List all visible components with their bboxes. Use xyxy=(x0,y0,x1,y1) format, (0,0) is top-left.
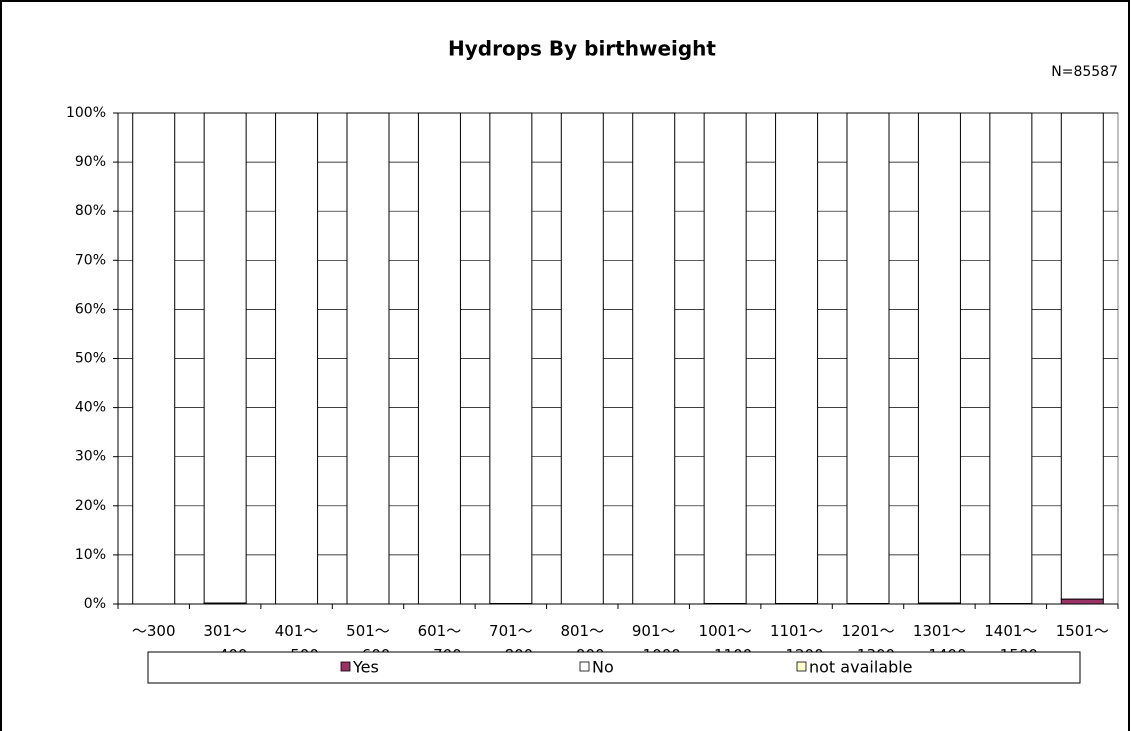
bar-segment xyxy=(775,112,819,605)
x-tick-label-line: 901～ xyxy=(632,622,676,640)
y-tick-label: 50% xyxy=(75,351,106,367)
x-tick-label-line: 1001～ xyxy=(699,622,752,640)
bar-segment xyxy=(203,112,247,604)
x-tick-label-line: 1201～ xyxy=(841,622,894,640)
y-tick-label: 30% xyxy=(75,449,106,465)
bar-segment xyxy=(1060,112,1104,600)
y-tick-label: 100% xyxy=(66,105,106,121)
legend-swatch xyxy=(579,661,590,672)
bar-segment xyxy=(417,112,461,605)
chart-title: Hydrops By birthweight xyxy=(448,37,716,61)
bar-segment xyxy=(275,112,319,605)
legend-box xyxy=(147,651,1081,684)
bar-segment xyxy=(846,112,890,605)
y-tick-label: 70% xyxy=(75,252,106,268)
y-tick-label: 80% xyxy=(75,203,106,219)
y-tick-label: 0% xyxy=(84,596,106,612)
x-tick-label-line: 1301～ xyxy=(913,622,966,640)
legend-swatch xyxy=(796,661,807,672)
bar-segment xyxy=(489,112,533,605)
bar-segment xyxy=(989,112,1033,605)
x-tick-label-line: 601～ xyxy=(418,622,462,640)
y-tick-label: 40% xyxy=(75,400,106,416)
x-tick-label-line: 501～ xyxy=(346,622,390,640)
bar-segment xyxy=(917,112,961,604)
legend-label: Yes xyxy=(352,658,379,677)
y-tick-label: 20% xyxy=(75,498,106,514)
bar-segment xyxy=(560,112,604,605)
y-tick-label: 90% xyxy=(75,154,106,170)
legend-label: No xyxy=(592,658,614,677)
x-tick-label-line: ～300 xyxy=(132,622,176,640)
x-tick-label: 1501～ xyxy=(1056,622,1109,640)
x-tick-label-line: 301～ xyxy=(203,622,247,640)
x-tick-label: ～300 xyxy=(132,622,176,640)
legend-label: not available xyxy=(809,658,913,677)
bar-segment xyxy=(132,112,176,605)
bar-segment xyxy=(703,112,747,605)
x-tick-label-line: 1501～ xyxy=(1056,622,1109,640)
x-tick-label-line: 1401～ xyxy=(984,622,1037,640)
note: N=85587 xyxy=(1051,64,1118,80)
x-tick-label-line: 401～ xyxy=(275,622,319,640)
y-tick-label: 10% xyxy=(75,547,106,563)
legend-swatch xyxy=(340,661,351,672)
x-tick-label-line: 801～ xyxy=(560,622,604,640)
y-tick-label: 60% xyxy=(75,301,106,317)
x-tick-label-line: 701～ xyxy=(489,622,533,640)
x-tick-label-line: 1101～ xyxy=(770,622,823,640)
bar-segment xyxy=(346,112,390,605)
bar-segment xyxy=(1060,598,1104,605)
bar-segment xyxy=(632,112,676,605)
